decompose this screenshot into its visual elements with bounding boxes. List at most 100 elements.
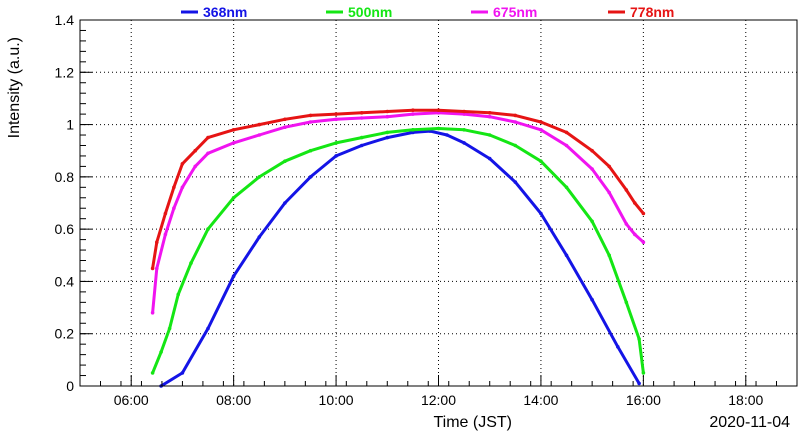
x-tick-label: 10:00 bbox=[319, 392, 354, 408]
series-layer bbox=[150, 108, 646, 388]
data-point bbox=[257, 175, 262, 179]
data-point bbox=[193, 164, 197, 169]
y-tick-labels: 0 0.2 0.4 0.6 0.8 1 1.2 1.4 bbox=[55, 12, 75, 394]
data-point bbox=[206, 326, 210, 331]
y-tick-label: 0.8 bbox=[55, 169, 75, 185]
data-point bbox=[633, 201, 637, 205]
data-point bbox=[411, 112, 415, 116]
data-point bbox=[231, 141, 236, 145]
data-point bbox=[487, 133, 492, 137]
data-point bbox=[257, 122, 262, 127]
data-point bbox=[633, 232, 637, 237]
data-point bbox=[359, 143, 364, 148]
legend-label: 675nm bbox=[493, 4, 537, 20]
y-tick-label: 0 bbox=[66, 378, 74, 394]
series-line bbox=[151, 108, 645, 270]
data-point bbox=[462, 109, 466, 114]
data-point bbox=[436, 108, 441, 112]
data-point bbox=[283, 125, 287, 129]
x-tick-label: 06:00 bbox=[114, 392, 149, 408]
data-point bbox=[624, 188, 629, 192]
data-point bbox=[172, 185, 176, 190]
legend-label: 778nm bbox=[630, 4, 674, 20]
legend-label: 368nm bbox=[203, 4, 247, 20]
data-point bbox=[334, 112, 338, 116]
data-point bbox=[607, 253, 611, 258]
x-tick-label: 18:00 bbox=[728, 392, 763, 408]
data-point bbox=[564, 143, 569, 148]
data-point bbox=[624, 222, 629, 226]
data-point bbox=[308, 148, 313, 153]
data-point bbox=[206, 227, 210, 231]
data-point bbox=[231, 274, 236, 279]
data-point bbox=[590, 167, 594, 171]
data-point bbox=[155, 266, 159, 271]
data-point bbox=[513, 120, 518, 124]
data-point bbox=[411, 130, 415, 135]
y-tick-label: 1 bbox=[66, 117, 74, 133]
data-point bbox=[385, 114, 390, 119]
data-point bbox=[641, 240, 646, 244]
data-point bbox=[359, 111, 364, 115]
data-point bbox=[564, 130, 569, 135]
x-tick-label: 12:00 bbox=[421, 392, 456, 408]
data-point bbox=[445, 133, 449, 137]
data-point bbox=[607, 190, 611, 195]
data-point bbox=[167, 326, 172, 331]
y-tick-label: 0.6 bbox=[55, 221, 75, 237]
y-tick-label: 1.4 bbox=[55, 12, 75, 28]
data-point bbox=[334, 117, 338, 122]
data-point bbox=[411, 108, 415, 112]
legend-label: 500nm bbox=[348, 4, 392, 20]
data-point bbox=[462, 112, 466, 116]
data-point bbox=[607, 164, 611, 169]
data-point bbox=[163, 232, 168, 237]
data-point bbox=[257, 235, 262, 239]
data-point bbox=[180, 371, 185, 375]
data-point bbox=[176, 292, 180, 297]
data-point bbox=[308, 120, 313, 124]
data-point bbox=[334, 141, 338, 145]
data-point bbox=[159, 350, 163, 354]
data-point bbox=[189, 261, 193, 265]
data-point bbox=[487, 111, 492, 115]
data-point bbox=[513, 180, 518, 184]
data-point bbox=[206, 151, 210, 156]
data-point bbox=[616, 345, 620, 349]
series-778nm bbox=[150, 108, 646, 271]
data-point bbox=[283, 117, 287, 122]
data-point bbox=[180, 162, 185, 166]
tick-marks bbox=[79, 19, 798, 387]
data-point bbox=[150, 311, 155, 315]
data-point bbox=[590, 297, 594, 302]
data-point bbox=[283, 159, 287, 163]
data-point bbox=[637, 381, 641, 386]
data-point bbox=[385, 109, 390, 114]
data-point bbox=[436, 126, 441, 131]
data-point bbox=[539, 120, 543, 124]
data-point bbox=[513, 143, 518, 148]
data-point bbox=[539, 211, 543, 216]
data-point bbox=[308, 175, 313, 179]
legend: 368nm 500nm 675nm 778nm bbox=[181, 4, 674, 20]
data-point bbox=[641, 371, 646, 375]
series-368nm bbox=[159, 129, 641, 388]
x-tick-labels: 06:00 08:00 10:00 12:00 14:00 16:00 18:00 bbox=[114, 392, 764, 408]
y-tick-label: 1.2 bbox=[55, 64, 75, 80]
data-point bbox=[513, 113, 518, 118]
data-point bbox=[539, 159, 543, 163]
data-point bbox=[180, 185, 185, 190]
data-point bbox=[308, 113, 313, 118]
data-point bbox=[637, 337, 641, 341]
data-point bbox=[155, 240, 159, 244]
data-point bbox=[150, 266, 155, 271]
data-point bbox=[257, 133, 262, 137]
data-point bbox=[385, 130, 390, 135]
data-point bbox=[163, 211, 168, 216]
x-tick-label: 08:00 bbox=[216, 392, 251, 408]
data-point bbox=[283, 201, 287, 205]
data-point bbox=[150, 371, 155, 375]
y-tick-label: 0.2 bbox=[55, 326, 75, 342]
grid bbox=[80, 20, 797, 386]
